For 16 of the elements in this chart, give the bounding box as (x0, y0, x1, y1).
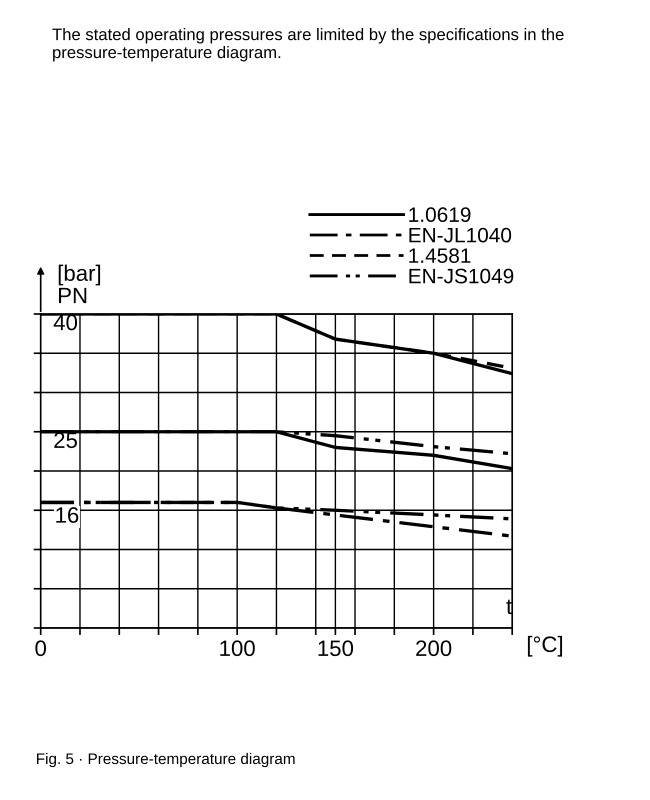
annotation: 16 (56, 507, 78, 523)
x-tick-label: 200 (416, 640, 452, 656)
caption: Fig. 5 · Pressure-temperature diagram (37, 752, 295, 768)
y-tick-label: 40 (54, 314, 78, 330)
chart-subtitle: The stated operating pressures are limited by the specifications in the pressure-temperature diagram. (52, 28, 564, 62)
legend-label: EN-JS1049 (409, 268, 514, 284)
x-tick-label: 100 (220, 640, 255, 656)
x-axis-title: [°C] (528, 636, 562, 657)
y-tick-label: 25 (54, 432, 77, 448)
y-axis-title: [bar] PN (58, 264, 100, 304)
legend-label: EN-JL1040 (409, 228, 512, 243)
legend-label: 1.0619 (409, 207, 470, 222)
x-tick-label: 0 (35, 640, 46, 656)
annotation: t (506, 600, 512, 614)
x-tick-label: 150 (318, 640, 354, 656)
legend-label: 1.4581 (409, 248, 470, 263)
